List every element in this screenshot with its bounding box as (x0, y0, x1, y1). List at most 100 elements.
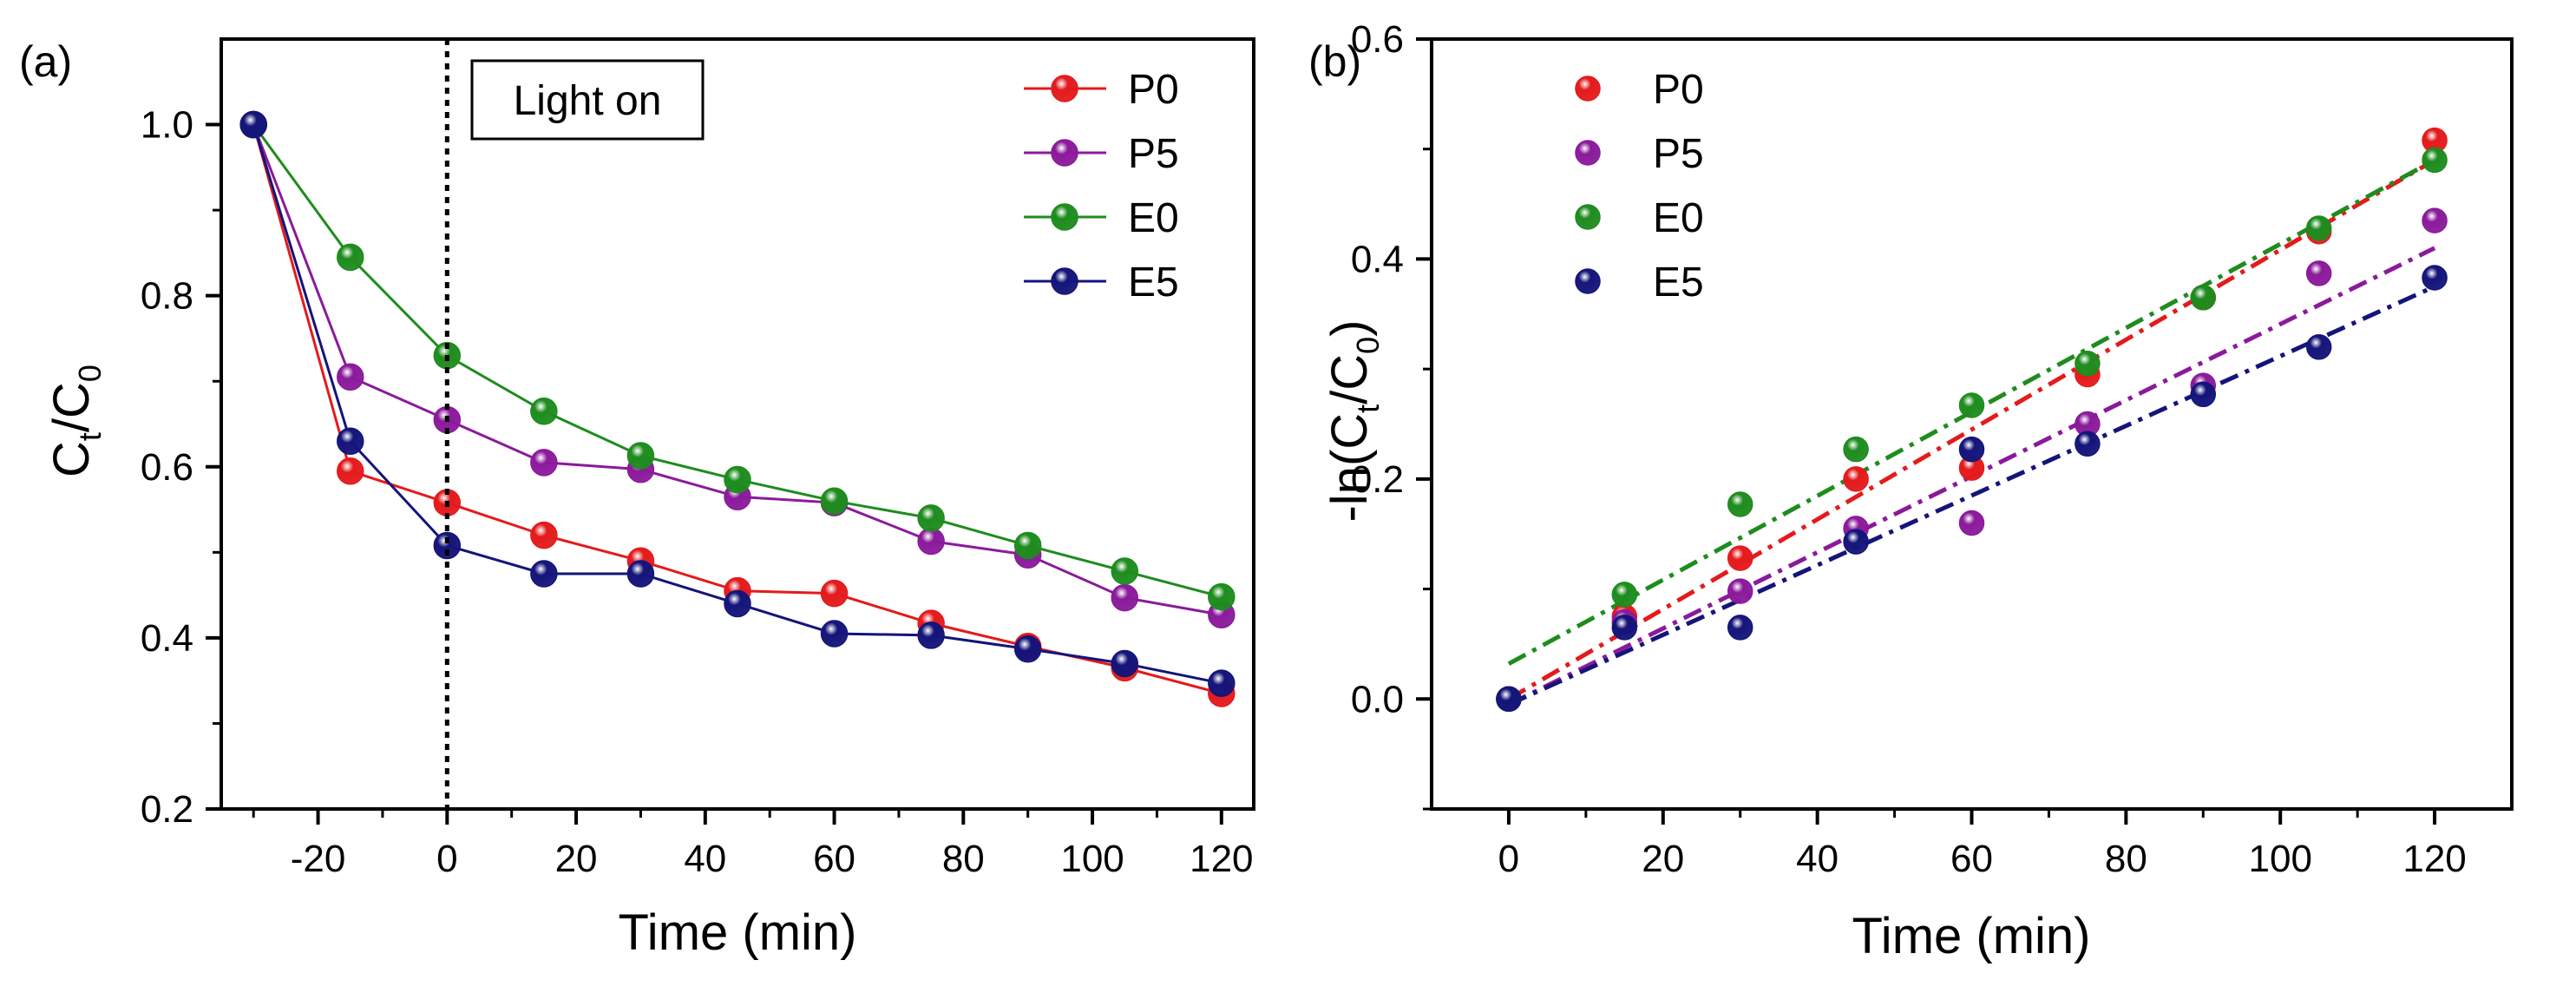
x-tick-label: 80 (2105, 838, 2147, 880)
y-tick-label: 0.0 (1351, 678, 1404, 720)
data-point-P5 (2305, 260, 2332, 286)
data-point-P0 (337, 457, 364, 485)
legend-marker-E0 (1051, 203, 1078, 231)
data-point-P5 (1111, 583, 1138, 612)
data-point-E5 (917, 621, 945, 649)
data-point-P5 (530, 449, 558, 477)
panel-a-ylabel-mid: /C (43, 382, 100, 432)
data-point-P0 (1843, 466, 1869, 492)
panel-a-legend: P0 P5 E0 E5 (1024, 67, 1179, 306)
fit-line-E5 (1507, 284, 2436, 707)
y-tick-label: 0.4 (141, 617, 193, 660)
light-on-label: Light on (514, 78, 662, 124)
x-tick-label: 100 (2249, 838, 2312, 880)
x-tick-label: 40 (684, 838, 726, 880)
legend-label-P5: P5 (1128, 131, 1179, 177)
panel-a-ticks: -20 0 20 40 60 80 100 120 0.2 0.4 0.6 0.8 1.0 (141, 104, 1254, 880)
data-point-E0 (1111, 557, 1138, 585)
panel-a-label: (a) (19, 37, 72, 86)
data-point-E5 (530, 560, 558, 588)
data-point-P0 (530, 521, 558, 549)
x-tick-label: 20 (555, 838, 598, 880)
data-point-E0 (2190, 285, 2217, 311)
panel-b-ylabel-post: ) (1321, 319, 1378, 336)
data-point-E0 (530, 397, 558, 425)
data-point-E5 (433, 531, 462, 560)
data-point-E0 (724, 465, 751, 494)
data-point-E0 (1727, 491, 1753, 517)
legend-label-P5: P5 (1653, 131, 1704, 177)
data-point-E5 (239, 110, 267, 139)
data-point-E0 (2075, 351, 2101, 377)
panel-b-ylabel-sub-0: 0 (1350, 337, 1386, 354)
data-point-E5 (1013, 635, 1042, 663)
data-point-E5 (1727, 615, 1753, 641)
panel-a: (a) Light on -20 0 20 40 60 80 100 120 0.2 0.4 0.6… (19, 37, 1255, 961)
legend-label-E0: E0 (1653, 195, 1704, 241)
legend-label-E5: E5 (1128, 260, 1179, 306)
data-point-E5 (1111, 649, 1138, 678)
data-point-E5 (1958, 436, 1985, 463)
legend-marker-E5 (1051, 267, 1078, 295)
data-point-E0 (1958, 392, 1985, 418)
data-point-E0 (337, 243, 364, 272)
x-tick-label: 0 (436, 838, 457, 880)
panel-b-ylabel-sub-t: t (1350, 404, 1386, 413)
data-point-P5 (337, 363, 364, 391)
panel-b-label: (b) (1308, 37, 1361, 86)
data-point-E5 (626, 560, 655, 588)
light-on-box (470, 59, 705, 141)
x-tick-label: -20 (291, 838, 346, 880)
x-tick-label: 40 (1796, 838, 1839, 880)
data-point-P0 (1727, 545, 1753, 571)
panel-b-x-axis-title: Time (min) (1852, 908, 2091, 964)
data-point-E0 (917, 504, 945, 532)
y-tick-label: 0.2 (1351, 458, 1404, 501)
panel-a-y-axis-title: Ct/C0 (43, 365, 108, 477)
data-point-E0 (1208, 582, 1236, 611)
data-point-E0 (1013, 531, 1042, 560)
panel-a-marks (239, 110, 1236, 707)
data-point-E0 (626, 442, 655, 470)
data-point-E5 (2305, 334, 2332, 360)
x-tick-label: 80 (942, 838, 985, 880)
x-tick-label: 20 (1642, 838, 1684, 880)
data-point-P5 (1958, 510, 1985, 536)
panel-b-ylabel-pre: -ln(C (1321, 413, 1378, 523)
panel-b-marks (1496, 127, 2448, 713)
panel-b-ticks: 0 20 40 60 80 100 120 0.0 0.2 0.4 0.6 (1351, 18, 2467, 880)
data-point-E0 (1843, 436, 1869, 463)
legend-marker-E0 (1575, 204, 1601, 230)
data-point-E0 (2422, 147, 2448, 174)
data-point-E5 (1496, 686, 1522, 713)
legend-label-E5: E5 (1653, 260, 1704, 306)
x-tick-label: 60 (813, 838, 855, 880)
x-tick-label: 120 (1190, 838, 1253, 880)
data-point-E0 (2305, 215, 2332, 241)
legend-label-E0: E0 (1128, 195, 1179, 241)
data-point-E5 (1843, 529, 1869, 555)
panel-b: (b) 0 20 40 60 80 100 120 0.0 0.2 0.4 0.6 P0 P5 E0 E5… (1308, 18, 2514, 964)
light-on-annotation: Light on (470, 59, 705, 141)
legend-label-P0: P0 (1653, 67, 1704, 113)
data-point-P5 (1727, 578, 1753, 604)
data-point-E0 (820, 487, 849, 515)
x-tick-label: 0 (1498, 838, 1519, 880)
legend-marker-E5 (1575, 268, 1601, 294)
data-point-P5 (2422, 207, 2448, 233)
legend-marker-P5 (1575, 140, 1601, 166)
y-tick-label: 0.8 (141, 275, 193, 318)
x-tick-label: 120 (2402, 838, 2466, 880)
data-point-E5 (2190, 381, 2217, 408)
legend-marker-P5 (1051, 139, 1078, 167)
x-tick-label: 60 (1950, 838, 1993, 880)
panel-a-x-axis-title: Time (min) (619, 904, 857, 961)
panel-a-frame (220, 37, 1255, 811)
data-point-E5 (1208, 669, 1236, 697)
panel-b-y-axis-title: -ln(Ct/C0) (1321, 319, 1386, 522)
legend-label-P0: P0 (1128, 67, 1179, 113)
panel-a-ylabel-sub-t: t (72, 432, 108, 441)
data-point-E5 (2075, 431, 2101, 457)
legend-marker-P0 (1575, 76, 1601, 102)
